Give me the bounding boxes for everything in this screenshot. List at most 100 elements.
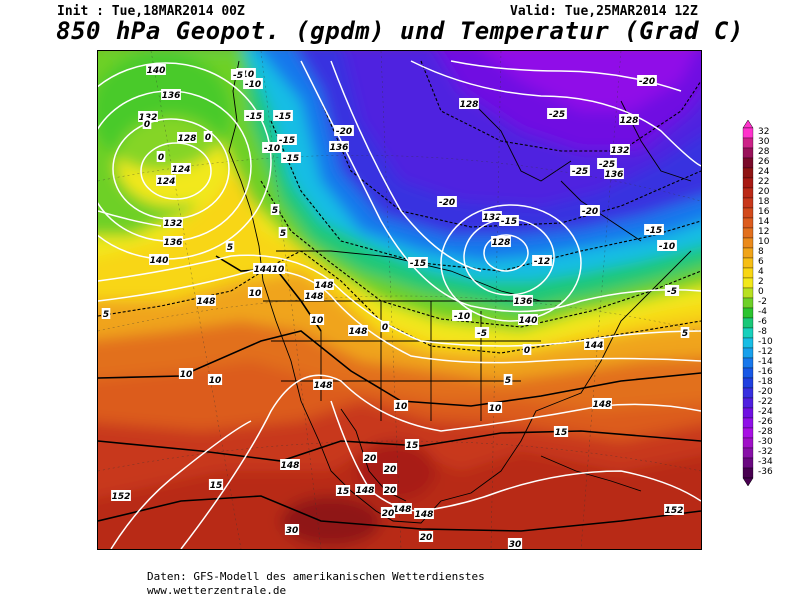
isotherm-label: -25 <box>572 167 588 177</box>
isohypse-label: 136 <box>605 170 624 180</box>
isotherm-label-bg <box>284 524 300 535</box>
isohypse-label: 128 <box>178 134 197 144</box>
isohypse-label-bg <box>171 163 191 174</box>
legend-swatch <box>742 467 754 479</box>
isohypse-label-bg <box>313 379 333 390</box>
isotherm-label-bg <box>230 69 246 80</box>
isohypse-label-bg <box>584 339 604 350</box>
isotherm-label: 20 <box>382 509 395 519</box>
isohypse-label-bg <box>348 325 368 336</box>
legend-value: 12 <box>758 227 770 237</box>
isohypse-label-bg <box>163 217 183 228</box>
website-url: www.wetterzentrale.de <box>147 584 287 597</box>
isotherm-label: -20 <box>582 207 598 217</box>
map-canvas: 1401361321281241241321361401441481481481… <box>98 51 701 549</box>
isotherm-label: 10 <box>180 370 193 380</box>
isotherm-label-bg <box>644 224 664 235</box>
isotherm-label-bg <box>657 240 677 251</box>
isohypse-label: 136 <box>330 143 349 153</box>
legend-swatch <box>742 417 754 429</box>
isohypse-label-bg <box>414 508 434 519</box>
isotherm-label: 30 <box>286 526 299 536</box>
legend-value: -24 <box>758 407 773 417</box>
isotherm-label-bg <box>522 344 532 355</box>
weather-map: 1401361321281241241321361401441481481481… <box>97 50 702 550</box>
isotherm-label: -15 <box>410 259 426 269</box>
isotherm-label: -5 <box>477 329 487 339</box>
legend-value: -10 <box>758 337 773 347</box>
isohypse-label: 132 <box>164 219 183 229</box>
isotherm-label-bg <box>487 402 503 413</box>
isotherm-label-bg <box>474 327 490 338</box>
isotherm-label-bg <box>281 152 301 163</box>
isotherm-label: 5 <box>272 206 278 216</box>
isotherm-label-bg <box>380 321 390 332</box>
isotherm-label-bg <box>597 158 617 169</box>
isohypse-label-bg <box>513 295 533 306</box>
isohypse-labels: 1401361321281241241321361401441481481481… <box>111 64 684 520</box>
isohypse-label-bg <box>280 459 300 470</box>
valid-time: Valid: Tue,25MAR2014 12Z <box>510 4 698 19</box>
isotherm-label-bg <box>247 287 263 298</box>
isohypse-label: 132 <box>611 146 630 156</box>
isotherm-label-bg <box>225 241 235 252</box>
legend-value: -26 <box>758 417 773 427</box>
isotherm-label: -25 <box>599 160 615 170</box>
legend-swatch <box>742 447 754 459</box>
isotherm-label-bg <box>408 257 428 268</box>
legend-swatch <box>742 197 754 209</box>
isotherm-label: -25 <box>549 110 565 120</box>
legend-swatch <box>742 297 754 309</box>
isotherm-labels: -10-5-10-15 -15-15-10-15-2000055510101051… <box>101 68 690 549</box>
isotherm-label: 20 <box>364 454 377 464</box>
legend-top-arrow <box>742 119 754 129</box>
legend-swatch <box>742 457 754 469</box>
isohypse-label: 148 <box>349 327 368 337</box>
isohypse-label-bg <box>604 168 624 179</box>
legend-value: 30 <box>758 137 770 147</box>
legend-value: -28 <box>758 427 773 437</box>
legend-value: 14 <box>758 217 770 227</box>
isotherm-label: 15 <box>555 428 568 438</box>
isotherm-label-bg <box>244 110 264 121</box>
isotherm-label: 10 <box>209 376 222 386</box>
isotherm-label-bg <box>499 215 519 226</box>
isohypse-label: 148 <box>393 505 412 515</box>
legend-value: -36 <box>758 467 773 477</box>
legend-swatch <box>742 287 754 299</box>
isotherm-label-bg <box>243 78 263 89</box>
isohypse-label: 140 <box>150 256 169 266</box>
legend-colorbar <box>742 119 754 487</box>
isohypse-label-bg <box>253 263 273 274</box>
isotherm-label: 0 <box>144 120 150 130</box>
isotherm-label: -5 <box>667 287 677 297</box>
isohypse-label: 148 <box>593 400 612 410</box>
legend-swatch <box>742 147 754 159</box>
legend-swatch <box>742 217 754 229</box>
legend-swatch <box>742 407 754 419</box>
isotherm-label-bg <box>203 131 213 142</box>
isotherm-label-bg <box>418 531 434 542</box>
isotherm-label-bg <box>278 227 288 238</box>
isotherm-label: -15 <box>246 112 262 122</box>
isohypse-label: 148 <box>315 281 334 291</box>
isotherm-label-bg <box>547 108 567 119</box>
isotherm-label-bg <box>664 285 680 296</box>
map-title: 850 hPa Geopot. (gpdm) und Temperatur (G… <box>56 17 744 45</box>
legend-value: 0 <box>758 287 764 297</box>
isotherm-label: 15 <box>337 487 350 497</box>
legend-value: 22 <box>758 177 770 187</box>
legend-value: -18 <box>758 377 773 387</box>
isotherm-label-bg <box>236 68 256 79</box>
legend-value: -22 <box>758 397 773 407</box>
isotherm-label-bg <box>362 452 378 463</box>
isotherm-label-bg <box>507 538 523 549</box>
isotherm-label-bg <box>382 463 398 474</box>
isohypse-label: 148 <box>305 292 324 302</box>
data-source-note: Daten: GFS-Modell des amerikanischen Wet… <box>147 570 485 583</box>
isotherm-label-bg <box>207 374 223 385</box>
isotherm-label: -10 <box>264 144 280 154</box>
legend-value: -6 <box>758 317 767 327</box>
isotherm-label: 10 <box>489 404 502 414</box>
isohypse-label-bg <box>196 295 216 306</box>
